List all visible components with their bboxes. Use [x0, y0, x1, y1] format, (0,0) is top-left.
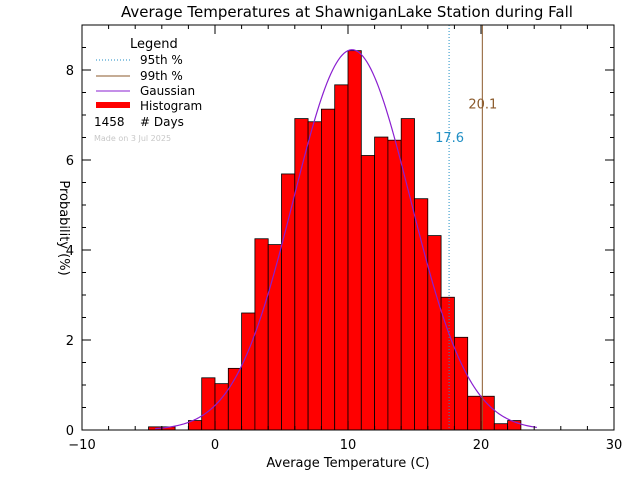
- made-on-note: Made on 3 Jul 2025: [94, 134, 171, 143]
- histogram-bar: [414, 198, 429, 431]
- histogram-bar: [360, 155, 375, 431]
- legend-title: Legend: [130, 37, 178, 52]
- histogram-bar: [427, 235, 442, 431]
- legend-days-count: 1458: [94, 115, 125, 129]
- legend-label-99th: 99th %: [140, 69, 183, 83]
- histogram-bar: [281, 173, 296, 431]
- histogram-bar: [307, 121, 322, 431]
- histogram-bar: [334, 84, 349, 431]
- percentile-lines: 17.6 20.1: [435, 25, 497, 430]
- histogram-bar: [294, 118, 309, 431]
- histogram-bar: [320, 108, 336, 431]
- y-tick-label: 0: [66, 424, 74, 439]
- percentile-label: 20.1: [468, 97, 497, 112]
- histogram-bar: [201, 377, 216, 431]
- legend-days-label: # Days: [140, 115, 184, 129]
- percentile-label: 17.6: [435, 131, 464, 146]
- y-axis-ticks: 0 2 4 6 8: [66, 24, 614, 439]
- legend-label-95th: 95th %: [140, 53, 183, 67]
- legend-label-gaussian: Gaussian: [140, 84, 195, 98]
- histogram-bar: [467, 395, 482, 431]
- x-tick-label: −10: [68, 438, 95, 453]
- gaussian-curve: [155, 49, 537, 430]
- legend-swatch-histogram: [96, 102, 130, 108]
- y-tick-label: 2: [66, 334, 74, 349]
- histogram-bar: [374, 136, 389, 431]
- x-tick-label: 0: [211, 438, 219, 453]
- y-tick-label: 6: [66, 154, 74, 169]
- histogram-bar: [241, 312, 256, 431]
- x-tick-label: 20: [473, 438, 490, 453]
- legend-label-histogram: Histogram: [140, 99, 202, 113]
- x-axis-ticks: −10 0 10 20 30: [68, 25, 622, 453]
- x-axis-label: Average Temperature (C): [266, 456, 429, 471]
- histogram-bar: [254, 238, 269, 431]
- histogram-bar: [347, 50, 362, 431]
- histogram-bar: [400, 118, 415, 431]
- histogram-bar: [480, 395, 495, 431]
- y-axis-label: Probability (%): [56, 180, 71, 275]
- y-tick-label: 4: [66, 244, 74, 259]
- x-tick-label: 30: [606, 438, 623, 453]
- chart-title: Average Temperatures at ShawniganLake St…: [121, 3, 573, 21]
- histogram-bar: [387, 139, 402, 431]
- histogram-bar: [493, 423, 508, 431]
- legend: Legend 95th % 99th % Gaussian Histogram …: [94, 37, 202, 143]
- histogram-bars: [148, 50, 522, 431]
- histogram-bar: [214, 383, 229, 431]
- x-tick-label: 10: [340, 438, 357, 453]
- y-tick-label: 8: [66, 64, 74, 79]
